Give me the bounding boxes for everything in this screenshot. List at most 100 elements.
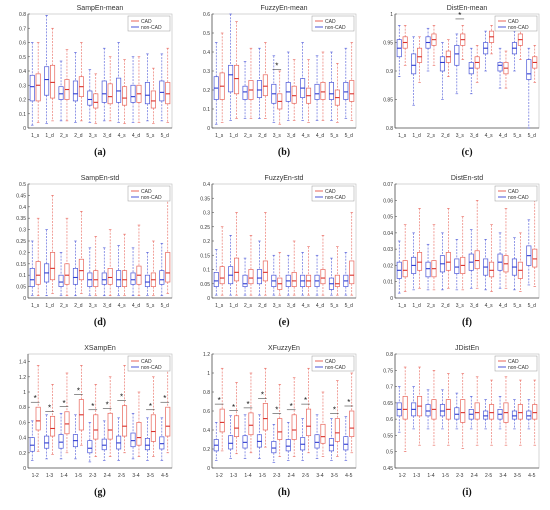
significance-star: * [91,402,94,411]
box [417,252,423,271]
x-tick-label: 3-4 [499,473,506,479]
y-tick-label: 0.05 [16,285,26,291]
box [454,44,460,66]
x-tick-label: 1_s [215,303,224,309]
x-tick-label: 2-5 [302,473,309,479]
x-tick-label: 5_s [146,303,155,309]
x-tick-label: 2-5 [485,473,492,479]
y-tick-label: 0.55 [383,433,393,439]
legend-label-cad: CAD [141,19,152,25]
x-tick-label: 3-4 [132,473,139,479]
box [489,404,495,420]
y-tick-label: 0.25 [200,225,210,231]
box [116,270,122,287]
y-tick-label: 0.04 [383,231,393,237]
box [64,411,70,435]
box [334,418,340,442]
y-tick-label: 0.01 [383,280,393,286]
panel-caption: (b) [278,147,290,158]
x-tick-label: 1-3 [46,473,53,479]
box [256,269,262,285]
box [285,439,291,452]
box [402,260,408,278]
panel-g: XSampEn 0 0.2 0.4 0.6 0.8 1 1.2 1.4 * 1-2 * 1-3 * 1-4 *… [19,345,173,498]
y-tick-label: 0.5 [386,450,393,456]
box [291,414,297,440]
box [460,399,466,423]
y-tick-label: 0.3 [19,228,26,234]
box [497,62,503,72]
significance-star: * [163,394,166,403]
box [87,90,93,106]
box [35,261,41,285]
significance-star: * [458,11,461,20]
panel-h: XFuzzyEn 0 0.2 0.4 0.6 0.8 1 1.2 * 1-2 * 1-3 * 1-4 * 1-… [203,345,357,498]
panel-title: SampEn-std [81,175,120,182]
box [107,412,113,440]
box [144,438,150,451]
x-tick-label: 4_d [316,133,325,139]
y-tick-label: 0.45 [16,193,26,199]
x-tick-label: 1-4 [427,473,434,479]
y-tick-label: 0.4 [19,69,26,75]
significance-star: * [218,396,221,405]
box [454,407,460,420]
y-tick-label: 0 [390,296,393,302]
x-tick-label: 2_s [60,303,69,309]
y-tick-label: 0.2 [19,250,26,256]
y-tick-label: 0.5 [19,182,26,188]
box [29,74,35,102]
x-tick-label: 3_s [89,133,98,139]
box [349,410,355,437]
x-tick-label: 1_s [31,303,40,309]
panel-b: FuzzyEn-mean 0 0.1 0.2 0.3 0.4 0.5 0.6 1_s 1_d 2_s… [203,5,357,158]
box [503,62,509,75]
box [503,255,509,273]
box [425,261,431,278]
panel-title: JDistEn [455,345,479,352]
x-tick-label: 1_d [229,133,238,139]
x-tick-label: 3-5 [514,473,521,479]
x-tick-label: 2-3 [89,473,96,479]
panel-c: DistEn-mean 0.8 0.85 0.9 0.95 1 1_s 1_d 2_s 2_d * 3… [383,5,540,158]
box [122,405,128,437]
y-tick-label: 0.35 [200,196,210,202]
x-tick-label: 3_d [287,133,296,139]
box [228,435,234,450]
x-tick-label: 1_s [398,133,407,139]
box [343,82,349,100]
y-tick-label: 1 [23,390,26,396]
box [78,258,84,281]
box [159,436,165,450]
box [242,274,248,287]
box [417,47,423,63]
legend-label-noncad: non-CAD [325,365,346,371]
box [532,248,538,268]
y-tick-label: 1.2 [19,375,26,381]
significance-star: * [232,403,235,412]
y-tick-label: 0.05 [200,282,210,288]
x-tick-label: 2_d [74,133,83,139]
y-tick-label: 0.2 [203,239,210,245]
y-tick-label: 0.9 [386,69,393,75]
significance-star: * [304,396,307,405]
box [35,73,41,102]
x-tick-label: 5_s [513,303,522,309]
y-tick-label: 0.3 [203,69,210,75]
significance-star: * [120,393,123,402]
significance-star: * [149,402,152,411]
y-tick-label: 0.3 [19,83,26,89]
y-tick-label: 0.5 [203,31,210,37]
box [256,80,262,98]
box [314,83,320,100]
x-tick-label: 2_s [244,303,253,309]
panel-title: FuzzyEn-std [265,175,304,182]
box [213,271,219,287]
box [248,412,254,436]
box [93,93,99,109]
x-tick-label: 3_s [273,133,282,139]
panel-a: SampEn-mean 0 0.1 0.2 0.3 0.4 0.5 0.6 0.7 0.8 1_s 1… [19,5,173,158]
x-tick-label: 2_s [427,303,436,309]
box [144,82,150,105]
legend-label-noncad: non-CAD [508,195,529,201]
